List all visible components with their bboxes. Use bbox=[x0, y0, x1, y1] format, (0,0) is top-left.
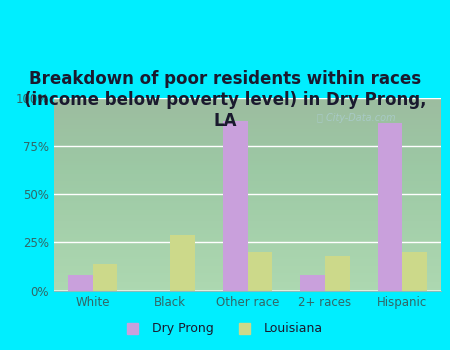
Text: Ⓢ City-Data.com: Ⓢ City-Data.com bbox=[317, 113, 396, 123]
Bar bbox=[300, 275, 325, 290]
Legend: Dry Prong, Louisiana: Dry Prong, Louisiana bbox=[122, 317, 328, 340]
Bar bbox=[223, 121, 248, 290]
Bar bbox=[402, 252, 427, 290]
Bar bbox=[325, 256, 350, 290]
Bar bbox=[93, 264, 117, 290]
Bar bbox=[378, 123, 402, 290]
Text: Breakdown of poor residents within races
(income below poverty level) in Dry Pro: Breakdown of poor residents within races… bbox=[24, 70, 426, 130]
Bar bbox=[68, 275, 93, 290]
Bar bbox=[170, 234, 195, 290]
Bar bbox=[248, 252, 272, 290]
